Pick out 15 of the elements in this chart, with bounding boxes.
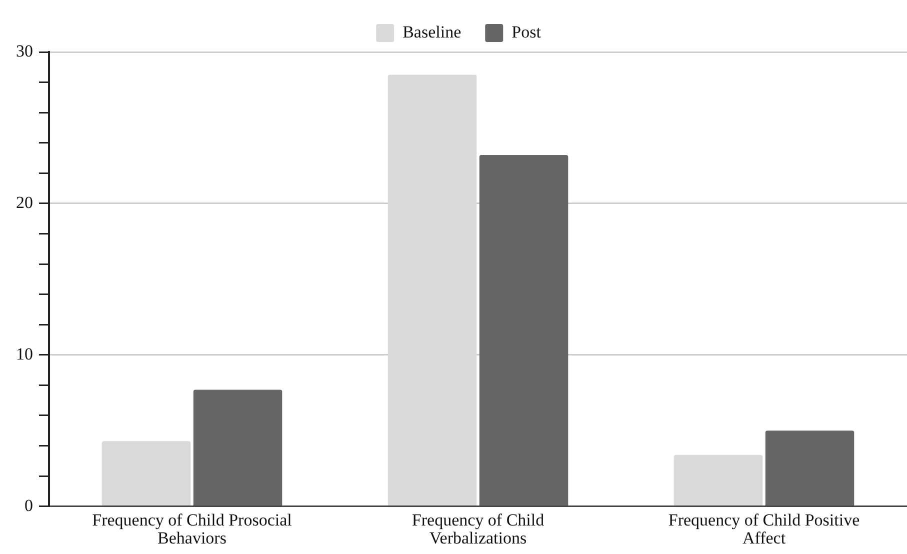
bar — [479, 154, 568, 506]
bar — [765, 430, 854, 506]
x-tick-label: Frequency of Child Verbalizations — [412, 510, 545, 548]
legend-label: Baseline — [402, 22, 462, 42]
x-tick-label: Frequency of Child Prosocial Behaviors — [92, 510, 292, 548]
x-tick-label: Frequency of Child Positive Affect — [668, 510, 860, 548]
bar — [674, 454, 763, 506]
bar — [388, 74, 477, 506]
bar — [193, 390, 282, 506]
y-tick-label: 10 — [16, 344, 33, 364]
y-tick-label: 20 — [16, 192, 33, 212]
y-tick-label: 30 — [16, 41, 33, 60]
bar — [102, 441, 191, 506]
y-tick-label: 0 — [24, 496, 33, 515]
legend-label: Post — [512, 22, 542, 42]
